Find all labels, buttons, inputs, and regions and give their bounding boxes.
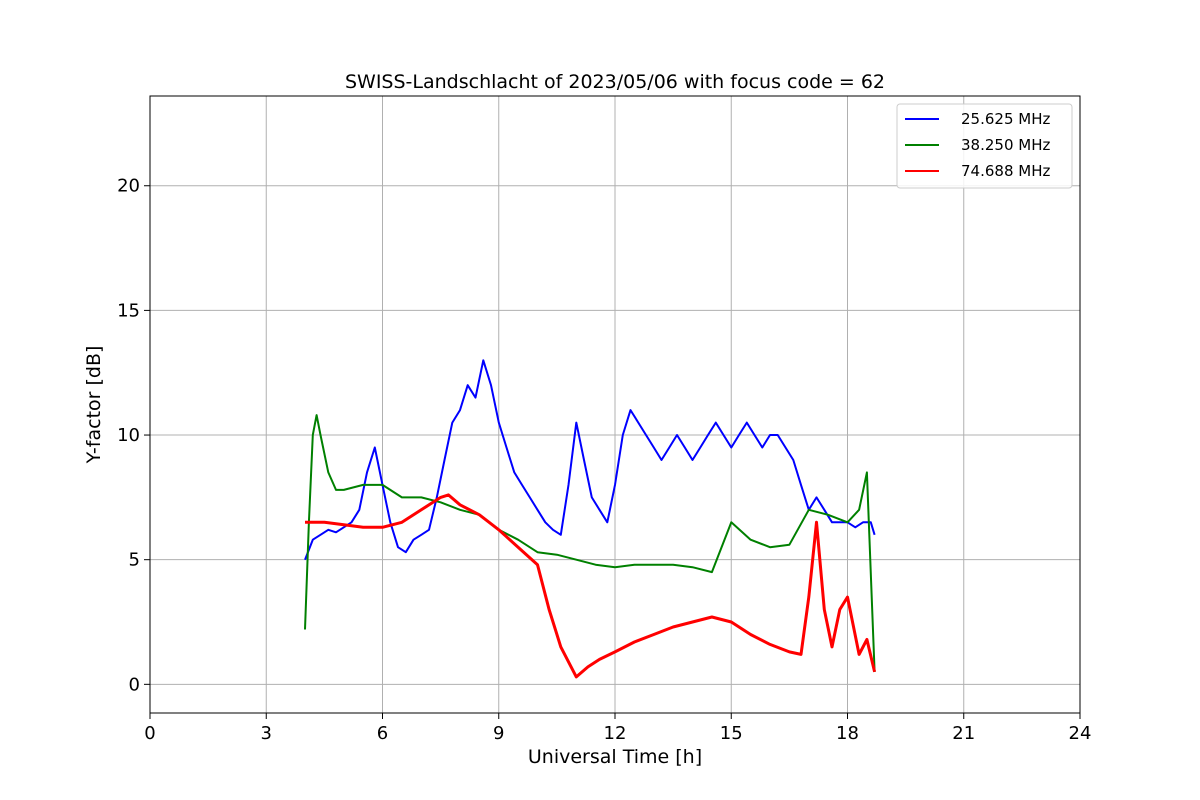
y-tick-label: 15 [117, 300, 140, 321]
x-axis-label: Universal Time [h] [528, 746, 702, 768]
y-axis-label: Y-factor [dB] [83, 346, 105, 465]
series-line-3 [305, 493, 877, 679]
legend-box [896, 103, 1073, 189]
x-tick-label: 21 [952, 723, 975, 744]
x-tick-label: 6 [377, 723, 388, 744]
legend-label: 38.250 MHz [961, 136, 1050, 154]
x-tick-label: 0 [144, 723, 155, 744]
y-tick-label: 10 [117, 425, 140, 446]
series-line-1 [304, 359, 876, 561]
ticks: 0 3 6 9 12 15 18 21 24 0 5 10 15 20 [117, 176, 1091, 744]
chart-title: SWISS-Landschlacht of 2023/05/06 with fo… [345, 71, 885, 93]
legend-label: 25.625 MHz [961, 110, 1050, 128]
y-tick-label: 0 [129, 674, 140, 695]
x-tick-label: 24 [1069, 723, 1092, 744]
x-tick-label: 3 [261, 723, 272, 744]
x-tick-label: 15 [720, 723, 743, 744]
legend-label: 74.688 MHz [961, 162, 1050, 180]
x-tick-label: 12 [604, 723, 627, 744]
series-layer [304, 359, 877, 679]
x-tick-label: 18 [836, 723, 859, 744]
y-tick-label: 5 [129, 550, 140, 571]
series-line-2 [304, 414, 876, 672]
legend: 25.625 MHz 38.250 MHz 74.688 MHz [896, 103, 1073, 189]
y-tick-label: 20 [117, 176, 140, 197]
x-tick-label: 9 [493, 723, 504, 744]
